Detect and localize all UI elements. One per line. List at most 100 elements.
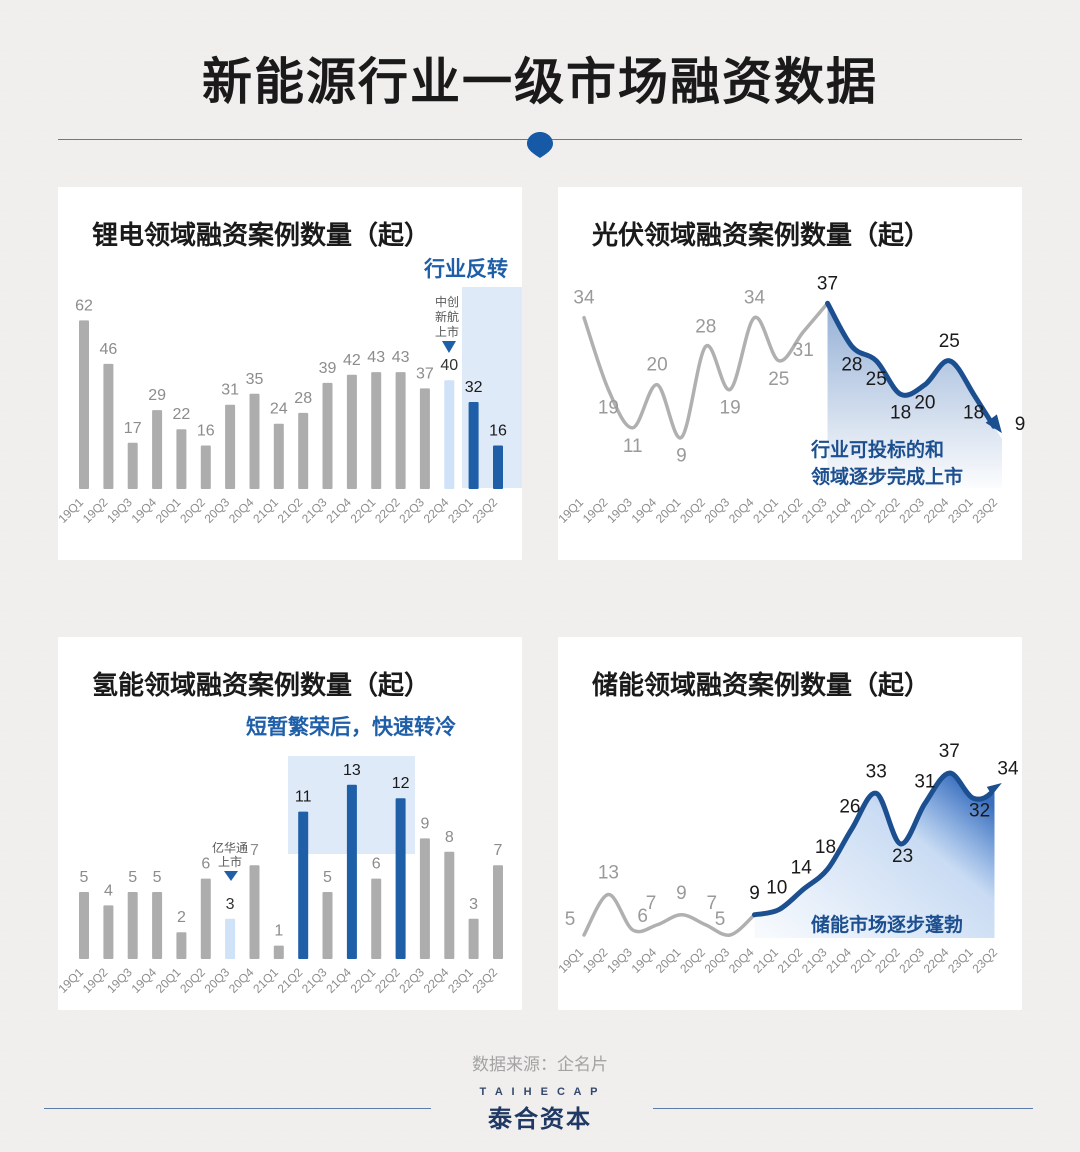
svg-text:20Q1: 20Q1 <box>153 965 184 996</box>
svg-text:22Q3: 22Q3 <box>896 495 927 526</box>
svg-text:20Q4: 20Q4 <box>226 965 257 996</box>
svg-text:5: 5 <box>715 909 726 930</box>
svg-text:37: 37 <box>416 365 434 382</box>
svg-text:22Q4: 22Q4 <box>921 945 952 976</box>
svg-text:9: 9 <box>420 815 429 832</box>
svg-text:5: 5 <box>323 869 332 886</box>
svg-text:14: 14 <box>791 858 813 879</box>
svg-text:22Q4: 22Q4 <box>421 495 452 526</box>
svg-text:25: 25 <box>768 369 789 390</box>
svg-text:2: 2 <box>177 909 186 926</box>
svg-text:20Q4: 20Q4 <box>726 495 757 526</box>
svg-text:20Q2: 20Q2 <box>677 945 708 976</box>
svg-text:12: 12 <box>392 775 410 792</box>
svg-text:22Q3: 22Q3 <box>396 495 427 526</box>
svg-text:10: 10 <box>766 878 787 899</box>
svg-text:21Q2: 21Q2 <box>275 965 306 996</box>
svg-text:20Q4: 20Q4 <box>726 945 757 976</box>
svg-text:23Q1: 23Q1 <box>945 495 976 526</box>
svg-text:7: 7 <box>494 842 503 859</box>
svg-text:19Q2: 19Q2 <box>80 495 111 526</box>
svg-text:20: 20 <box>914 393 935 414</box>
svg-text:21Q3: 21Q3 <box>799 945 830 976</box>
svg-text:19Q2: 19Q2 <box>80 965 111 996</box>
svg-text:21Q3: 21Q3 <box>299 495 330 526</box>
svg-text:19Q3: 19Q3 <box>604 495 635 526</box>
svg-text:20: 20 <box>647 355 668 376</box>
svg-text:22: 22 <box>173 406 191 423</box>
svg-text:20Q2: 20Q2 <box>677 495 708 526</box>
svg-text:17: 17 <box>124 420 142 437</box>
svg-text:21Q1: 21Q1 <box>750 495 781 526</box>
svg-text:20Q3: 20Q3 <box>702 945 733 976</box>
svg-text:20Q1: 20Q1 <box>153 495 184 526</box>
svg-text:20Q4: 20Q4 <box>226 495 257 526</box>
svg-text:6: 6 <box>372 856 381 873</box>
svg-text:37: 37 <box>817 273 838 294</box>
svg-text:5: 5 <box>128 869 137 886</box>
svg-text:46: 46 <box>100 341 118 358</box>
svg-text:9: 9 <box>1015 414 1026 435</box>
svg-text:19Q2: 19Q2 <box>580 945 611 976</box>
svg-text:19Q4: 19Q4 <box>129 965 160 996</box>
svg-text:21Q3: 21Q3 <box>799 495 830 526</box>
svg-text:22Q1: 22Q1 <box>348 495 379 526</box>
svg-text:20Q3: 20Q3 <box>702 495 733 526</box>
svg-text:25: 25 <box>866 369 887 390</box>
svg-text:13: 13 <box>598 863 619 884</box>
svg-text:16: 16 <box>489 423 507 440</box>
svg-text:34: 34 <box>997 758 1019 779</box>
svg-text:28: 28 <box>294 390 312 407</box>
svg-text:5: 5 <box>80 869 89 886</box>
svg-text:25: 25 <box>939 331 960 352</box>
svg-text:9: 9 <box>749 883 760 904</box>
svg-text:13: 13 <box>343 762 361 779</box>
svg-text:23Q1: 23Q1 <box>445 495 476 526</box>
svg-text:21Q1: 21Q1 <box>250 965 281 996</box>
svg-text:29: 29 <box>148 387 166 404</box>
svg-text:18: 18 <box>815 837 836 858</box>
svg-text:23Q2: 23Q2 <box>969 495 1000 526</box>
svg-text:62: 62 <box>75 297 93 314</box>
svg-text:21Q4: 21Q4 <box>823 945 854 976</box>
svg-text:40: 40 <box>440 357 458 374</box>
svg-text:9: 9 <box>676 883 687 904</box>
svg-text:20Q2: 20Q2 <box>177 965 208 996</box>
svg-text:34: 34 <box>744 288 766 309</box>
svg-text:8: 8 <box>445 829 454 846</box>
svg-text:21Q2: 21Q2 <box>275 495 306 526</box>
svg-text:20Q1: 20Q1 <box>653 945 684 976</box>
svg-text:16: 16 <box>197 423 215 440</box>
svg-text:37: 37 <box>939 741 960 762</box>
svg-text:23Q2: 23Q2 <box>469 965 500 996</box>
svg-text:23Q2: 23Q2 <box>469 495 500 526</box>
svg-text:35: 35 <box>246 371 264 388</box>
svg-text:5: 5 <box>153 869 162 886</box>
svg-text:19Q4: 19Q4 <box>629 945 660 976</box>
svg-text:19Q3: 19Q3 <box>604 945 635 976</box>
svg-text:9: 9 <box>676 445 687 466</box>
svg-text:23: 23 <box>892 846 913 867</box>
svg-text:22Q2: 22Q2 <box>372 965 403 996</box>
svg-text:20Q3: 20Q3 <box>202 495 233 526</box>
svg-text:21Q4: 21Q4 <box>323 495 354 526</box>
svg-text:18: 18 <box>890 402 911 423</box>
svg-text:3: 3 <box>226 896 235 913</box>
svg-text:19Q1: 19Q1 <box>555 495 586 526</box>
svg-text:31: 31 <box>793 340 814 361</box>
svg-text:19Q4: 19Q4 <box>629 495 660 526</box>
svg-text:20Q1: 20Q1 <box>653 495 684 526</box>
svg-text:11: 11 <box>295 789 312 806</box>
svg-text:7: 7 <box>646 893 657 914</box>
svg-text:1: 1 <box>274 923 283 940</box>
svg-text:31: 31 <box>221 382 239 399</box>
svg-text:20Q3: 20Q3 <box>202 965 233 996</box>
svg-text:19Q1: 19Q1 <box>55 495 86 526</box>
svg-text:23Q2: 23Q2 <box>969 945 1000 976</box>
svg-text:39: 39 <box>319 360 337 377</box>
svg-text:22Q1: 22Q1 <box>848 945 879 976</box>
svg-text:23Q1: 23Q1 <box>945 945 976 976</box>
svg-text:34: 34 <box>573 288 595 309</box>
svg-text:19Q1: 19Q1 <box>55 965 86 996</box>
svg-text:21Q2: 21Q2 <box>775 495 806 526</box>
